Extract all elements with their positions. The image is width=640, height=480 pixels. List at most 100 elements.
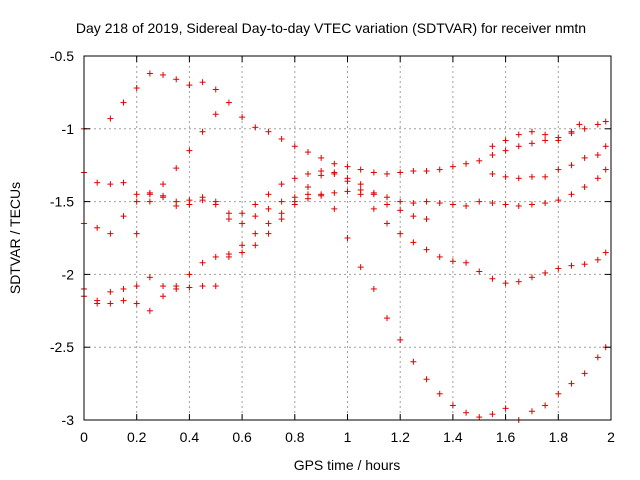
data-point	[160, 283, 167, 290]
data-point	[318, 192, 325, 199]
data-point	[594, 354, 601, 361]
data-point	[515, 202, 522, 209]
data-point	[146, 307, 153, 314]
data-point	[357, 264, 364, 271]
data-point	[212, 86, 219, 93]
data-point	[278, 216, 285, 223]
data-point	[502, 147, 509, 154]
data-point	[120, 285, 127, 292]
data-point	[436, 200, 443, 207]
data-point	[602, 143, 609, 150]
data-point	[199, 79, 206, 86]
data-point	[602, 166, 609, 173]
data-point	[212, 283, 219, 290]
data-point	[133, 191, 140, 198]
y-tick-label: -2.5	[50, 339, 74, 355]
y-tick-label: -1.5	[50, 194, 74, 210]
x-tick-label: 1.2	[390, 429, 410, 445]
data-point	[173, 165, 180, 172]
data-point	[515, 175, 522, 182]
data-point	[239, 220, 246, 227]
data-point	[331, 205, 338, 212]
data-point	[133, 230, 140, 237]
data-point	[160, 192, 167, 199]
data-point	[225, 210, 232, 217]
data-point	[239, 242, 246, 249]
data-point	[489, 200, 496, 207]
x-tick-label: 0.8	[285, 429, 305, 445]
data-point	[436, 390, 443, 397]
x-tick-label: 1.6	[496, 429, 516, 445]
data-point	[602, 118, 609, 125]
data-point	[594, 121, 601, 128]
data-point	[107, 181, 114, 188]
data-point	[397, 198, 404, 205]
data-point	[331, 169, 338, 176]
data-point	[239, 210, 246, 217]
data-point	[515, 143, 522, 150]
data-point	[120, 297, 127, 304]
data-point	[133, 283, 140, 290]
data-point	[528, 173, 535, 180]
x-tick-label: 0	[80, 429, 88, 445]
data-point	[331, 189, 338, 196]
data-point	[318, 172, 325, 179]
x-tick-label: 1	[344, 429, 352, 445]
data-point	[594, 175, 601, 182]
data-point	[410, 358, 417, 365]
y-tick-label: -3	[62, 412, 75, 428]
data-point	[304, 184, 311, 191]
data-point	[384, 315, 391, 322]
data-point	[568, 162, 575, 169]
data-point	[133, 85, 140, 92]
data-point	[528, 201, 535, 208]
data-point	[489, 170, 496, 177]
data-point	[120, 179, 127, 186]
data-point	[265, 230, 272, 237]
y-tick-label: -2	[62, 266, 75, 282]
data-point	[423, 216, 430, 223]
data-point	[304, 170, 311, 177]
data-points	[81, 70, 609, 423]
data-point	[489, 143, 496, 150]
data-point	[94, 300, 101, 307]
data-point	[423, 376, 430, 383]
data-point	[160, 293, 167, 300]
data-point	[581, 261, 588, 268]
data-point	[489, 411, 496, 418]
data-point	[225, 251, 232, 258]
data-point	[252, 213, 259, 220]
x-tick-label: 0.2	[127, 429, 147, 445]
x-tick-label: 0.6	[232, 429, 252, 445]
data-point	[357, 166, 364, 173]
data-point	[502, 405, 509, 412]
data-point	[476, 414, 483, 421]
data-point	[410, 168, 417, 175]
data-point	[318, 154, 325, 161]
data-point	[423, 246, 430, 253]
x-tick-label: 0.4	[180, 429, 200, 445]
data-point	[463, 160, 470, 167]
data-point	[370, 285, 377, 292]
data-point	[489, 152, 496, 159]
data-point	[107, 115, 114, 122]
data-point	[528, 274, 535, 281]
data-point	[173, 198, 180, 205]
data-point	[186, 271, 193, 278]
data-point	[528, 128, 535, 135]
data-point	[397, 207, 404, 214]
data-point	[568, 128, 575, 135]
data-point	[291, 175, 298, 182]
data-point	[476, 157, 483, 164]
data-point	[555, 137, 562, 144]
data-point	[94, 224, 101, 231]
data-point	[94, 179, 101, 186]
data-point	[581, 370, 588, 377]
data-point	[449, 402, 456, 409]
data-point	[252, 242, 259, 249]
data-point	[528, 408, 535, 415]
data-point	[463, 259, 470, 266]
data-point	[515, 131, 522, 138]
data-point	[344, 178, 351, 185]
data-point	[357, 181, 364, 188]
